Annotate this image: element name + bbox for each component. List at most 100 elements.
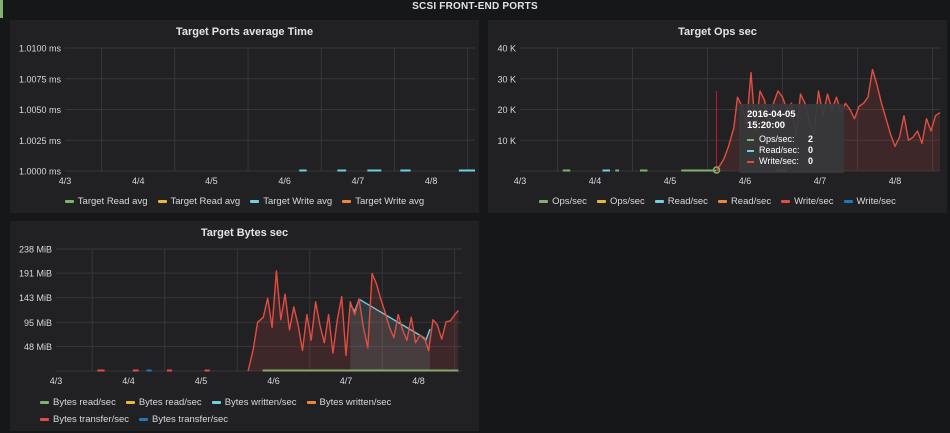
- tooltip-row: Write/sec: 0: [747, 156, 836, 167]
- legend-swatch: [717, 200, 727, 203]
- tooltip-label: Read/sec:: [759, 145, 800, 155]
- y-tick-label: 95 MiB: [24, 318, 52, 328]
- legend-item-bytes-transfer-sec[interactable]: Bytes transfer/sec: [139, 414, 228, 425]
- x-tick-label: 4/7: [814, 176, 827, 186]
- legend-item-bytes-read-sec[interactable]: Bytes read/sec: [40, 397, 116, 408]
- legend-item-target-read-avg[interactable]: Target Read avg: [157, 196, 241, 207]
- legend: Ops/sec Ops/sec Read/sec Read/sec Write/sec W…: [488, 196, 947, 213]
- series-area-bytes-transfer-sec: [248, 271, 459, 371]
- x-tick-label: 4/4: [122, 376, 135, 386]
- legend-label: Target Write avg: [263, 196, 333, 207]
- y-tick-label: 10 K: [497, 136, 516, 146]
- legend-label: Ops/sec: [609, 196, 645, 207]
- x-tick-label: 4/3: [59, 176, 72, 186]
- legend-label: Bytes transfer/sec: [152, 414, 229, 425]
- y-tick-label: 238 MiB: [19, 245, 52, 255]
- y-tick-label: 1.0075 ms: [19, 74, 62, 84]
- legend-label: Bytes transfer/sec: [53, 414, 130, 425]
- panel-target-ops-sec: Target Ops sec 10 K 20 K 30 K 40 K 4/3 4/4 4/5…: [488, 20, 947, 213]
- x-tick-label: 4/8: [889, 176, 902, 186]
- tooltip-swatch: [747, 138, 754, 141]
- legend-item-ops-sec[interactable]: Ops/sec: [539, 196, 587, 207]
- panel-title[interactable]: Target Bytes sec: [200, 227, 289, 239]
- tooltip-value: 0: [808, 145, 814, 155]
- x-tick-label: 4/4: [132, 176, 145, 186]
- tooltip-row: Ops/sec: 2: [747, 134, 836, 145]
- x-tick-label: 4/6: [739, 176, 752, 186]
- chart-time: 1.0000 ms 1.0025 ms 1.0050 ms 1.0075 ms 1.01…: [19, 44, 475, 186]
- chart-bytes: 48 MiB 95 MiB 143 MiB 191 MiB 238 MiB 4/3 4/4 4…: [19, 245, 462, 386]
- legend-label: Target Read avg: [77, 196, 148, 207]
- legend-label: Read/sec: [730, 196, 772, 207]
- panel-title[interactable]: Target Ports average Time: [175, 26, 314, 38]
- legend-swatch: [40, 418, 49, 421]
- x-tick-label: 4/5: [195, 376, 208, 386]
- legend-item-target-write-avg[interactable]: Target Write avg: [250, 196, 332, 207]
- x-tick-label: 4/3: [50, 376, 63, 386]
- tooltip-label: Ops/sec:: [759, 134, 795, 144]
- legend-item-bytes-written-sec[interactable]: Bytes written/sec: [306, 397, 391, 408]
- tooltip-swatch: [747, 160, 754, 163]
- legend-label: Target Write avg: [355, 196, 425, 207]
- legend-swatch: [781, 200, 791, 203]
- chart-tooltip: 2016-04-05 15:20:00 Ops/sec: 2 Read/sec:…: [739, 104, 844, 173]
- panel-title[interactable]: Target Ops sec: [678, 26, 757, 38]
- legend-swatch: [157, 200, 167, 203]
- legend-swatch: [40, 401, 49, 404]
- legend-swatch: [211, 401, 221, 404]
- chart-ops: 10 K 20 K 30 K 40 K 4/3 4/4 4/5 4/6 4/7 4/8: [497, 44, 941, 186]
- y-tick-label: 1.0000 ms: [19, 167, 62, 177]
- legend-label: Write/sec: [794, 196, 834, 207]
- legend-item-read-sec[interactable]: Read/sec: [654, 196, 708, 207]
- legend-label: Write/sec: [856, 196, 896, 207]
- tooltip-row: Read/sec: 0: [747, 145, 836, 156]
- legend-label: Bytes written/sec: [224, 397, 297, 408]
- x-tick-label: 4/3: [514, 176, 527, 186]
- legend-item-read-sec[interactable]: Read/sec: [717, 196, 772, 207]
- legend-item-bytes-read-sec[interactable]: Bytes read/sec: [125, 397, 202, 408]
- row-marker: [0, 0, 3, 18]
- tooltip-swatch: [747, 149, 754, 152]
- legend-label: Read/sec: [667, 196, 708, 207]
- tooltip-time: 2016-04-05 15:20:00: [747, 109, 796, 131]
- y-tick-label: 40 K: [497, 44, 516, 54]
- tooltip-value: 2: [808, 134, 814, 144]
- y-tick-label: 48 MiB: [24, 342, 52, 352]
- series-line-bytes-transfer-sec: [247, 270, 459, 372]
- legend-item-bytes-transfer-sec[interactable]: Bytes transfer/sec: [40, 414, 129, 425]
- x-tick-label: 4/8: [412, 376, 425, 386]
- legend: Bytes read/sec Bytes read/sec Bytes writte…: [10, 397, 479, 431]
- x-tick-label: 4/5: [664, 176, 677, 186]
- x-tick-label: 4/6: [278, 176, 291, 186]
- y-tick-label: 1.0050 ms: [19, 105, 62, 115]
- legend-item-bytes-written-sec[interactable]: Bytes written/sec: [211, 397, 297, 408]
- legend-swatch: [139, 418, 149, 421]
- x-tick-label: 4/4: [589, 176, 602, 186]
- legend-swatch: [596, 200, 606, 203]
- legend-label: Target Read avg: [170, 196, 241, 207]
- legend-swatch: [250, 200, 260, 203]
- legend-item-write-sec[interactable]: Write/sec: [781, 196, 834, 207]
- y-tick-label: 30 K: [497, 74, 516, 84]
- legend-swatch: [654, 200, 664, 203]
- legend-item-write-sec[interactable]: Write/sec: [843, 196, 896, 207]
- legend-item-target-write-avg[interactable]: Target Write avg: [342, 196, 424, 207]
- hover-point: [712, 166, 721, 174]
- legend-label: Ops/sec: [552, 196, 587, 207]
- x-tick-label: 4/5: [205, 176, 218, 186]
- y-tick-label: 1.0025 ms: [19, 136, 62, 146]
- panel-target-bytes-sec: Target Bytes sec 48 MiB 95 MiB 143 MiB 191 …: [10, 221, 479, 431]
- legend-label: Bytes read/sec: [138, 397, 202, 408]
- legend-item-ops-sec[interactable]: Ops/sec: [596, 196, 645, 207]
- y-tick-label: 20 K: [497, 105, 516, 115]
- x-tick-label: 4/7: [352, 176, 365, 186]
- legend-swatch: [843, 200, 853, 203]
- x-tick-label: 4/7: [340, 376, 353, 386]
- row-title[interactable]: SCSI FRONT-END PORTS: [412, 1, 538, 12]
- x-tick-label: 4/6: [267, 376, 280, 386]
- legend-item-target-read-avg[interactable]: Target Read avg: [64, 196, 148, 207]
- tooltip-label: Write/sec:: [759, 156, 799, 166]
- legend-swatch: [306, 401, 316, 404]
- legend-swatch: [64, 200, 74, 203]
- legend-swatch: [539, 200, 549, 203]
